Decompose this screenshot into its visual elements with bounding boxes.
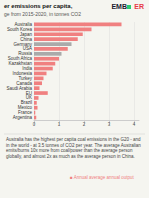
svg-text:Russia: Russia — [18, 51, 32, 57]
svg-text:2: 2 — [83, 122, 86, 127]
svg-text:China: China — [20, 36, 32, 42]
svg-text:ge from 2015-2020, in tonnes C: ge from 2015-2020, in tonnes CO2 — [4, 11, 81, 17]
svg-text:Mexico: Mexico — [17, 105, 32, 111]
svg-text:Argentina: Argentina — [13, 115, 33, 120]
svg-text:Indonesia: Indonesia — [12, 70, 32, 76]
svg-text:Germany: Germany — [13, 41, 32, 47]
svg-text:South Korea: South Korea — [7, 26, 32, 32]
svg-text:er emissions per capita,: er emissions per capita, — [4, 3, 73, 9]
svg-text:EU: EU — [25, 90, 32, 96]
svg-text:1: 1 — [58, 122, 61, 127]
svg-text:Australia: Australia — [14, 22, 32, 27]
svg-text:Kazakhstan: Kazakhstan — [8, 61, 32, 67]
svg-text:India: India — [22, 66, 32, 72]
svg-text:ER: ER — [134, 3, 144, 10]
svg-text:South Africa: South Africa — [7, 56, 32, 62]
svg-text:Brazil: Brazil — [20, 100, 32, 106]
svg-text:globally, and almost 2x as muc: globally, and almost 2x as much as the a… — [6, 154, 135, 159]
svg-text:0: 0 — [33, 122, 36, 127]
svg-text:France: France — [18, 110, 32, 116]
svg-text:emits/burns 10x more from coal: emits/burns 10x more from coal/power tha… — [6, 148, 134, 153]
svg-text:3: 3 — [108, 122, 111, 127]
svg-text:in the world - at 3.5 tonnes o: in the world - at 3.5 tonnes of CO2 per … — [6, 143, 142, 148]
svg-text:■ Annual average annual output: ■ Annual average annual output — [70, 175, 135, 180]
svg-text:Canada: Canada — [16, 80, 32, 86]
svg-text:Turkey: Turkey — [18, 75, 32, 81]
svg-text:USA: USA — [22, 46, 32, 52]
svg-text:UK: UK — [25, 95, 32, 101]
svg-text:Saudi Arabia: Saudi Arabia — [6, 85, 32, 91]
svg-text:Australia has the highest per: Australia has the highest per capita coa… — [6, 137, 142, 142]
svg-text:Japan: Japan — [19, 31, 32, 37]
svg-text:EMB: EMB — [111, 3, 127, 10]
svg-text:4: 4 — [133, 122, 136, 127]
